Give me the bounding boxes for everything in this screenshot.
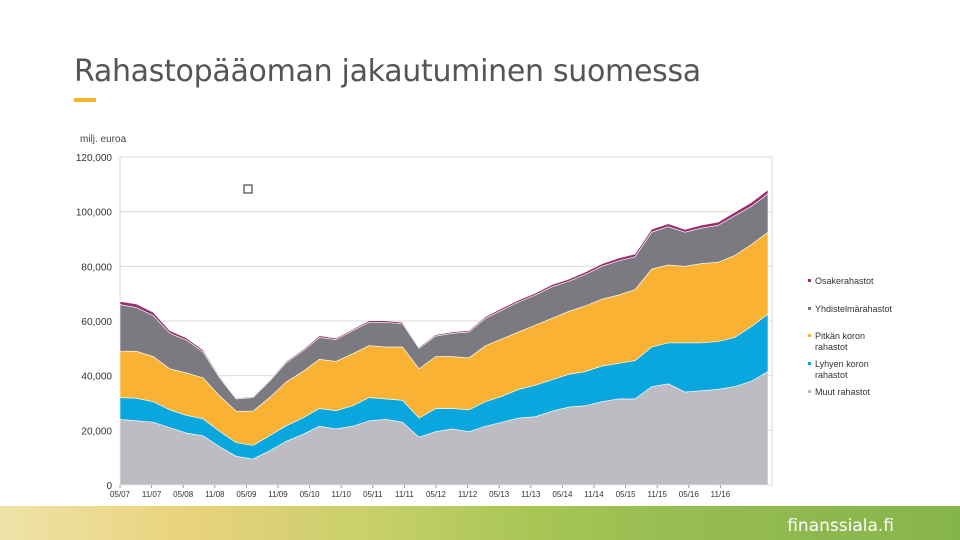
x-tick-label-18: 05/16 xyxy=(679,490,700,499)
y-axis-ticks: 0 20,000 40,000 60,000 80,000 100,000 120,000 xyxy=(76,153,113,492)
legend-swatch-1 xyxy=(808,307,811,310)
legend-item-1: Yhdistelmärahastot xyxy=(808,304,893,314)
x-tick-label-13: 11/13 xyxy=(521,490,541,499)
y-tick-label-2: 40,000 xyxy=(81,372,112,383)
legend-item-2: Pitkän koron rahastot xyxy=(808,331,865,352)
x-tick-label-11: 11/12 xyxy=(458,490,478,499)
y-tick-label-0: 0 xyxy=(106,481,112,492)
y-tick-label-1: 20,000 xyxy=(81,426,112,437)
y-tick-label-3: 60,000 xyxy=(81,317,112,328)
x-tick-label-17: 11/15 xyxy=(647,490,667,499)
legend-item-4: Muut rahastot xyxy=(808,387,871,397)
y-tick-label-6: 120,000 xyxy=(76,153,113,164)
empty-box-marker xyxy=(243,184,253,194)
x-tick-label-5: 11/09 xyxy=(268,490,288,499)
legend-swatch-0 xyxy=(808,279,811,282)
y-tick-label-5: 100,000 xyxy=(76,208,113,219)
x-tick-label-19: 11/16 xyxy=(711,490,731,499)
x-tick-label-8: 05/11 xyxy=(363,490,383,499)
x-tick-label-15: 11/14 xyxy=(584,490,604,499)
legend-label-4: Muut rahastot xyxy=(815,387,871,397)
x-tick-label-6: 05/10 xyxy=(300,490,321,499)
brand-logo-text: finanssiala.fi xyxy=(787,516,894,536)
page-title: Rahastopääoman jakautuminen suomessa xyxy=(74,54,701,89)
legend-label-1: Yhdistelmärahastot xyxy=(815,304,893,314)
x-tick-label-2: 05/08 xyxy=(173,490,194,499)
title-accent-bar xyxy=(74,98,96,102)
x-tick-label-1: 11/07 xyxy=(142,490,162,499)
footer-band xyxy=(0,506,960,540)
stacked-area-chart: 020,00040,00060,00080,000100,000120,000 … xyxy=(76,153,893,499)
area-series-4 xyxy=(119,189,769,400)
legend-item-0: Osakerahastot xyxy=(808,276,874,286)
x-tick-label-4: 05/09 xyxy=(236,490,257,499)
x-tick-label-14: 05/14 xyxy=(552,490,573,499)
x-axis-ticks: 05/07 11/07 05/08 11/08 05/09 11/09 05/10 11/10… xyxy=(110,485,731,499)
legend: Osakerahastot Yhdistelmärahastot Pitkän ko… xyxy=(808,276,893,397)
y-tick-label-4: 80,000 xyxy=(81,262,112,273)
area-series xyxy=(119,189,769,486)
x-tick-label-0: 05/07 xyxy=(110,490,131,499)
x-tick-label-12: 05/13 xyxy=(489,490,510,499)
x-tick-label-10: 05/12 xyxy=(426,490,447,499)
legend-swatch-3 xyxy=(808,362,811,365)
x-tick-label-3: 11/08 xyxy=(205,490,225,499)
legend-swatch-2 xyxy=(808,334,811,337)
legend-item-3: Lyhyen koron rahastot xyxy=(808,359,869,380)
legend-label-3: Lyhyen koron rahastot xyxy=(815,359,869,380)
legend-label-2: Pitkän koron rahastot xyxy=(815,331,865,352)
x-tick-label-7: 11/10 xyxy=(331,490,351,499)
legend-label-0: Osakerahastot xyxy=(815,276,874,286)
legend-swatch-4 xyxy=(808,390,811,393)
x-tick-label-16: 05/15 xyxy=(616,490,637,499)
y-axis-unit-label: milj. euroa xyxy=(80,134,127,145)
x-tick-label-9: 11/11 xyxy=(395,490,414,499)
